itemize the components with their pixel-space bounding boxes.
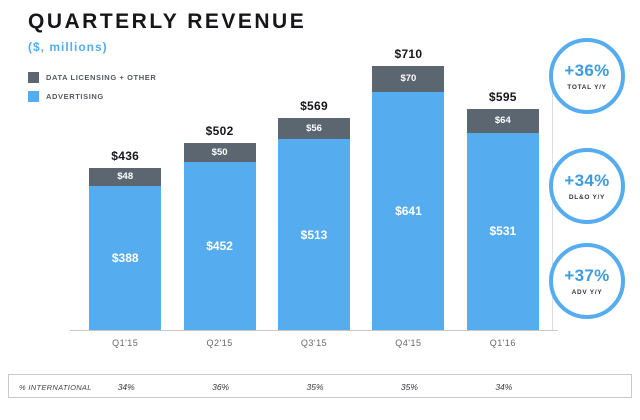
legend-label: ADVERTISING (46, 92, 104, 101)
x-axis-label: Q1'15 (112, 338, 139, 348)
bar-segment-data-licensing: $64 (466, 108, 539, 133)
badge-total-yoy: +36% TOTAL Y/Y (549, 38, 625, 114)
bar-total-label: $502 (205, 124, 234, 139)
page-title: QUARTERLY REVENUE (28, 10, 307, 33)
badge-label: ADV Y/Y (571, 289, 603, 296)
x-labels-row: Q1'15 Q2'15 Q3'15 Q4'15 Q1'16 (78, 338, 550, 348)
x-axis-label: Q4'15 (395, 338, 422, 348)
footer-values-row: 34% 36% 35% 35% 34% (79, 382, 551, 392)
bar-group: $710 $70 $641 (361, 30, 455, 330)
badge-value: +34% (564, 171, 610, 190)
legend-item-advertising: ADVERTISING (28, 91, 156, 102)
bar-segment-data-licensing: $70 (372, 65, 445, 92)
bar-total-label: $710 (394, 46, 423, 61)
x-axis-label: Q1'16 (489, 338, 516, 348)
bar-segment-data-licensing: $48 (89, 167, 162, 186)
bars-row: $436 $48 $388 $502 $50 $452 $569 $56 $513 $710 $70… (78, 30, 550, 330)
bar-segment-advertising: $388 (89, 185, 162, 330)
footer-label: % INTERNATIONAL (19, 383, 92, 392)
badge-dlo-yoy: +34% DL&O Y/Y (549, 148, 625, 224)
legend-swatch-advertising (28, 91, 39, 102)
bar-group: $502 $50 $452 (172, 30, 266, 330)
bar-segment-advertising: $531 (466, 132, 539, 330)
bar-segment-data-licensing: $50 (183, 143, 256, 162)
bar-group: $436 $48 $388 (78, 30, 172, 330)
page-subtitle: ($, millions) (28, 40, 108, 54)
bar-segment-advertising: $452 (183, 161, 256, 330)
footer-value: 35% (400, 382, 418, 392)
footer-value: 36% (212, 382, 230, 392)
badge-value: +37% (564, 266, 610, 285)
chart-legend: DATA LICENSING + OTHER ADVERTISING (28, 72, 156, 110)
badge-adv-yoy: +37% ADV Y/Y (549, 243, 625, 319)
legend-item-data-licensing: DATA LICENSING + OTHER (28, 72, 156, 83)
bar-segment-advertising: $513 (278, 139, 351, 330)
bar-group: $569 $56 $513 (267, 30, 361, 330)
badge-value: +36% (564, 61, 610, 80)
badge-label: TOTAL Y/Y (567, 84, 607, 91)
badge-label: DL&O Y/Y (568, 194, 606, 201)
legend-label: DATA LICENSING + OTHER (46, 73, 157, 82)
x-axis-label: Q2'15 (206, 338, 233, 348)
bar-total-label: $595 (488, 89, 517, 104)
footer-value: 34% (495, 382, 513, 392)
bar-total-label: $436 (111, 148, 140, 163)
legend-swatch-data-licensing (28, 72, 39, 83)
footer-value: 35% (306, 382, 324, 392)
bar-group: $595 $64 $531 (456, 30, 550, 330)
x-axis-line (70, 330, 558, 331)
bar-segment-advertising: $641 (372, 91, 445, 330)
international-footer-bar: % INTERNATIONAL 34% 36% 35% 35% 34% (8, 374, 632, 398)
bar-segment-data-licensing: $56 (278, 118, 351, 140)
bar-total-label: $569 (300, 99, 328, 114)
x-axis-label: Q3'15 (300, 338, 328, 348)
footer-value: 34% (117, 382, 135, 392)
